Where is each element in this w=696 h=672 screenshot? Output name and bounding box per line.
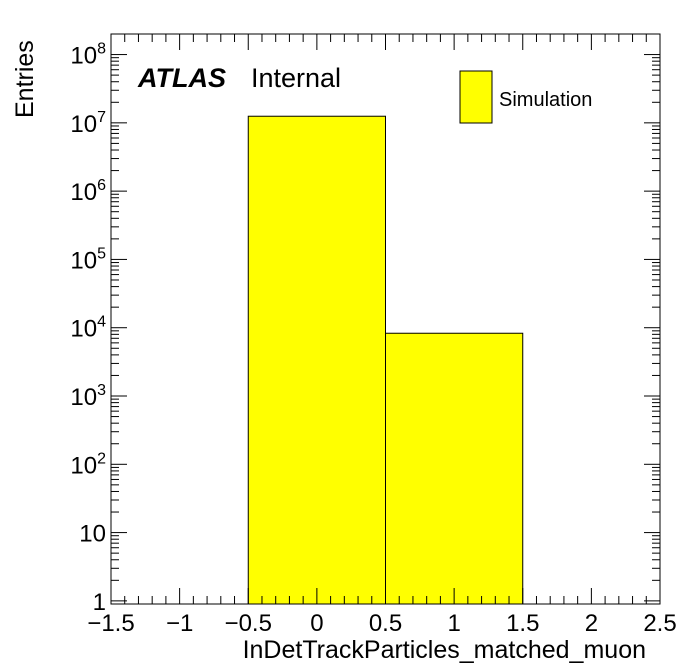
x-tick-label: 0	[310, 610, 323, 637]
x-tick-label: −1.5	[87, 610, 134, 637]
axis-ticks	[110, 33, 661, 605]
x-axis-title: InDetTrackParticles_matched_muon	[243, 636, 646, 664]
y-tick-label: 103	[70, 382, 106, 411]
x-tick-labels: −1.5 −1 −0.5 0 0.5 1 1.5 2 2.5	[87, 610, 676, 637]
y-tick-label: 10	[79, 521, 106, 548]
x-tick-label: 1	[447, 610, 460, 637]
x-tick-label: 2	[585, 610, 598, 637]
atlas-label: ATLAS Internal	[137, 63, 341, 93]
legend-label-simulation: Simulation	[499, 89, 592, 111]
x-tick-label: −1	[166, 610, 193, 637]
y-tick-label: 106	[70, 177, 106, 206]
x-tick-label: 2.5	[643, 610, 676, 637]
y-tick-label: 107	[70, 109, 106, 138]
y-tick-label: 108	[70, 41, 106, 70]
x-tick-label: −0.5	[225, 610, 272, 637]
y-tick-label: 105	[70, 245, 106, 274]
legend: Simulation	[459, 70, 592, 124]
y-tick-label: 104	[70, 314, 106, 343]
y-tick-labels: 1 10 102 103 104 105 106 107 108	[70, 41, 106, 616]
histogram-bin-0	[247, 115, 386, 605]
y-axis-title: Entries	[11, 40, 39, 118]
y-tick-label: 1	[93, 589, 106, 616]
plot-frame	[110, 33, 661, 605]
x-tick-label: 0.5	[369, 610, 402, 637]
histogram-bin-1	[385, 332, 524, 605]
x-tick-label: 1.5	[506, 610, 539, 637]
y-tick-label: 102	[70, 450, 106, 479]
histogram-bars	[247, 115, 524, 605]
atlas-label-status: Internal	[251, 63, 341, 93]
legend-swatch	[459, 70, 493, 124]
atlas-label-bold: ATLAS	[137, 63, 226, 93]
